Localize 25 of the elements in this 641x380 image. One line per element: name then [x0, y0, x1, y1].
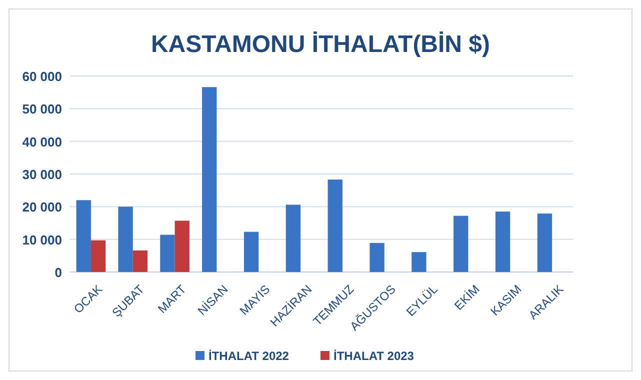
bar: [160, 234, 175, 272]
bar: [90, 240, 106, 272]
legend-label: İTHALAT 2022: [208, 349, 290, 363]
y-tick-label: 10 000: [22, 232, 62, 248]
bar: [412, 252, 426, 272]
bar: [244, 232, 259, 272]
y-tick-label: 30 000: [22, 167, 62, 182]
y-tick-label: 0: [54, 265, 62, 280]
bar: [118, 206, 133, 272]
y-tick-label: 50 000: [22, 102, 62, 117]
bar: [174, 220, 190, 272]
bar: [132, 250, 148, 272]
bar: [495, 212, 510, 272]
y-tick-label: 60 000: [22, 69, 62, 84]
bar: [454, 216, 468, 272]
bar: [328, 180, 342, 272]
bar: [537, 214, 552, 272]
bar: [370, 242, 384, 272]
y-tick-label: 20 000: [22, 200, 62, 215]
y-tick-label: 40 000: [22, 134, 62, 150]
bar: [76, 200, 91, 272]
bar: [286, 204, 301, 272]
bar: [202, 87, 217, 272]
chart-title: KASTAMONU İTHALAT(BİN $): [150, 31, 490, 58]
legend-label: İTHALAT 2023: [334, 349, 414, 363]
